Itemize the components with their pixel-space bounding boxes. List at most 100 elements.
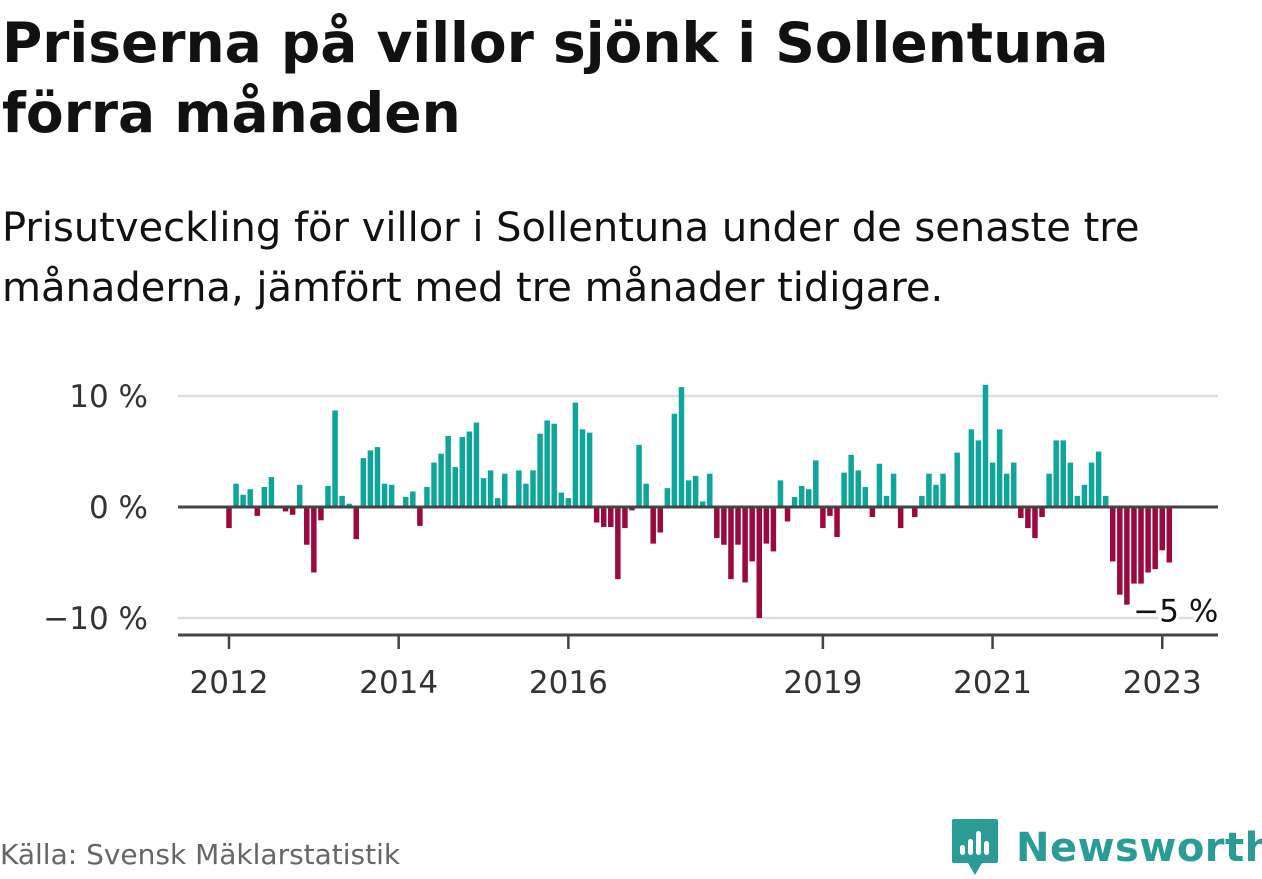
bar — [629, 507, 635, 511]
bar — [565, 498, 572, 507]
source-note: Källa: Svensk Mäklarstatistik — [0, 838, 401, 871]
brand-logo[interactable]: Newsworthy — [950, 818, 1262, 878]
bar — [926, 473, 932, 507]
bar — [1060, 440, 1067, 507]
chart-subtitle: Prisutveckling för villor i Sollentuna u… — [2, 205, 1140, 311]
x-tick-label: 2012 — [190, 665, 269, 701]
bar — [707, 473, 713, 507]
bar — [728, 507, 734, 580]
bar — [452, 467, 458, 507]
bar — [968, 429, 975, 507]
bar — [749, 507, 755, 562]
bar — [289, 507, 296, 515]
bar — [325, 485, 331, 507]
bar — [664, 488, 671, 507]
bar — [890, 473, 897, 507]
y-tick-label: −10 % — [43, 601, 148, 637]
bar — [1088, 462, 1095, 507]
bar — [579, 429, 586, 507]
data-label: −5 % — [1133, 594, 1218, 630]
bar — [862, 487, 869, 507]
bar — [650, 507, 656, 544]
x-tick-label: 2016 — [529, 665, 608, 701]
bar — [1003, 473, 1010, 507]
bar — [445, 435, 451, 507]
bar — [834, 507, 840, 537]
bar — [954, 452, 960, 507]
bar — [805, 489, 812, 507]
bar — [897, 507, 904, 529]
bar — [940, 473, 946, 507]
bar — [777, 480, 784, 507]
x-tick-label: 2014 — [359, 665, 438, 701]
bar — [586, 432, 593, 507]
bar — [501, 473, 508, 507]
bar — [438, 453, 444, 507]
bar — [1166, 507, 1173, 563]
bar — [233, 483, 239, 507]
bar — [1131, 507, 1137, 584]
bar — [374, 447, 381, 507]
bar — [643, 483, 649, 507]
bar — [1152, 507, 1158, 570]
bar — [523, 483, 529, 507]
bar — [989, 462, 996, 507]
bar — [876, 463, 883, 507]
bar — [1067, 462, 1074, 507]
bar — [304, 507, 310, 545]
bar — [975, 440, 982, 507]
bar — [1138, 507, 1144, 584]
bar — [367, 450, 374, 507]
bar — [1039, 507, 1045, 517]
bar — [388, 484, 395, 507]
bar — [813, 460, 819, 507]
brand-name: Newsworthy — [1016, 825, 1262, 871]
bar — [1074, 495, 1081, 507]
bar — [332, 410, 338, 507]
bar — [261, 487, 268, 507]
bar — [636, 444, 642, 507]
bar — [1159, 507, 1165, 551]
bar — [487, 470, 494, 507]
bar — [268, 477, 275, 507]
bar — [1053, 440, 1059, 507]
newsworthy-logo-icon — [952, 819, 998, 875]
bar — [551, 423, 557, 507]
bar — [1124, 507, 1130, 605]
bar — [1046, 473, 1052, 507]
bar — [1018, 507, 1024, 519]
bar — [296, 484, 303, 507]
bar — [827, 507, 833, 516]
y-tick-label: 0 % — [89, 490, 148, 526]
bar — [615, 507, 621, 580]
bar — [353, 507, 360, 540]
bar — [1102, 495, 1109, 507]
chart-title: Priserna på villor sjönk i Sollentuna fö… — [2, 11, 1109, 145]
bar — [714, 507, 720, 539]
bar — [848, 454, 854, 507]
bar — [763, 507, 770, 544]
bar — [622, 507, 628, 529]
bar — [1110, 507, 1116, 562]
bar — [1117, 507, 1123, 595]
x-tick-label: 2021 — [953, 665, 1032, 701]
bar — [1011, 462, 1017, 507]
bar — [466, 431, 473, 507]
bar — [360, 458, 367, 507]
bar — [820, 507, 826, 529]
bar — [600, 507, 607, 527]
bar — [721, 507, 727, 545]
bar — [381, 483, 388, 507]
bar — [756, 507, 762, 618]
bar — [226, 507, 232, 529]
bar — [480, 478, 487, 507]
bar — [473, 422, 480, 507]
x-tick-label: 2023 — [1123, 665, 1202, 701]
bar — [494, 498, 501, 507]
bar — [770, 507, 777, 552]
bar — [459, 437, 466, 507]
bar — [841, 472, 847, 507]
bar — [247, 489, 253, 507]
bar — [933, 484, 939, 507]
bar — [1145, 507, 1151, 573]
